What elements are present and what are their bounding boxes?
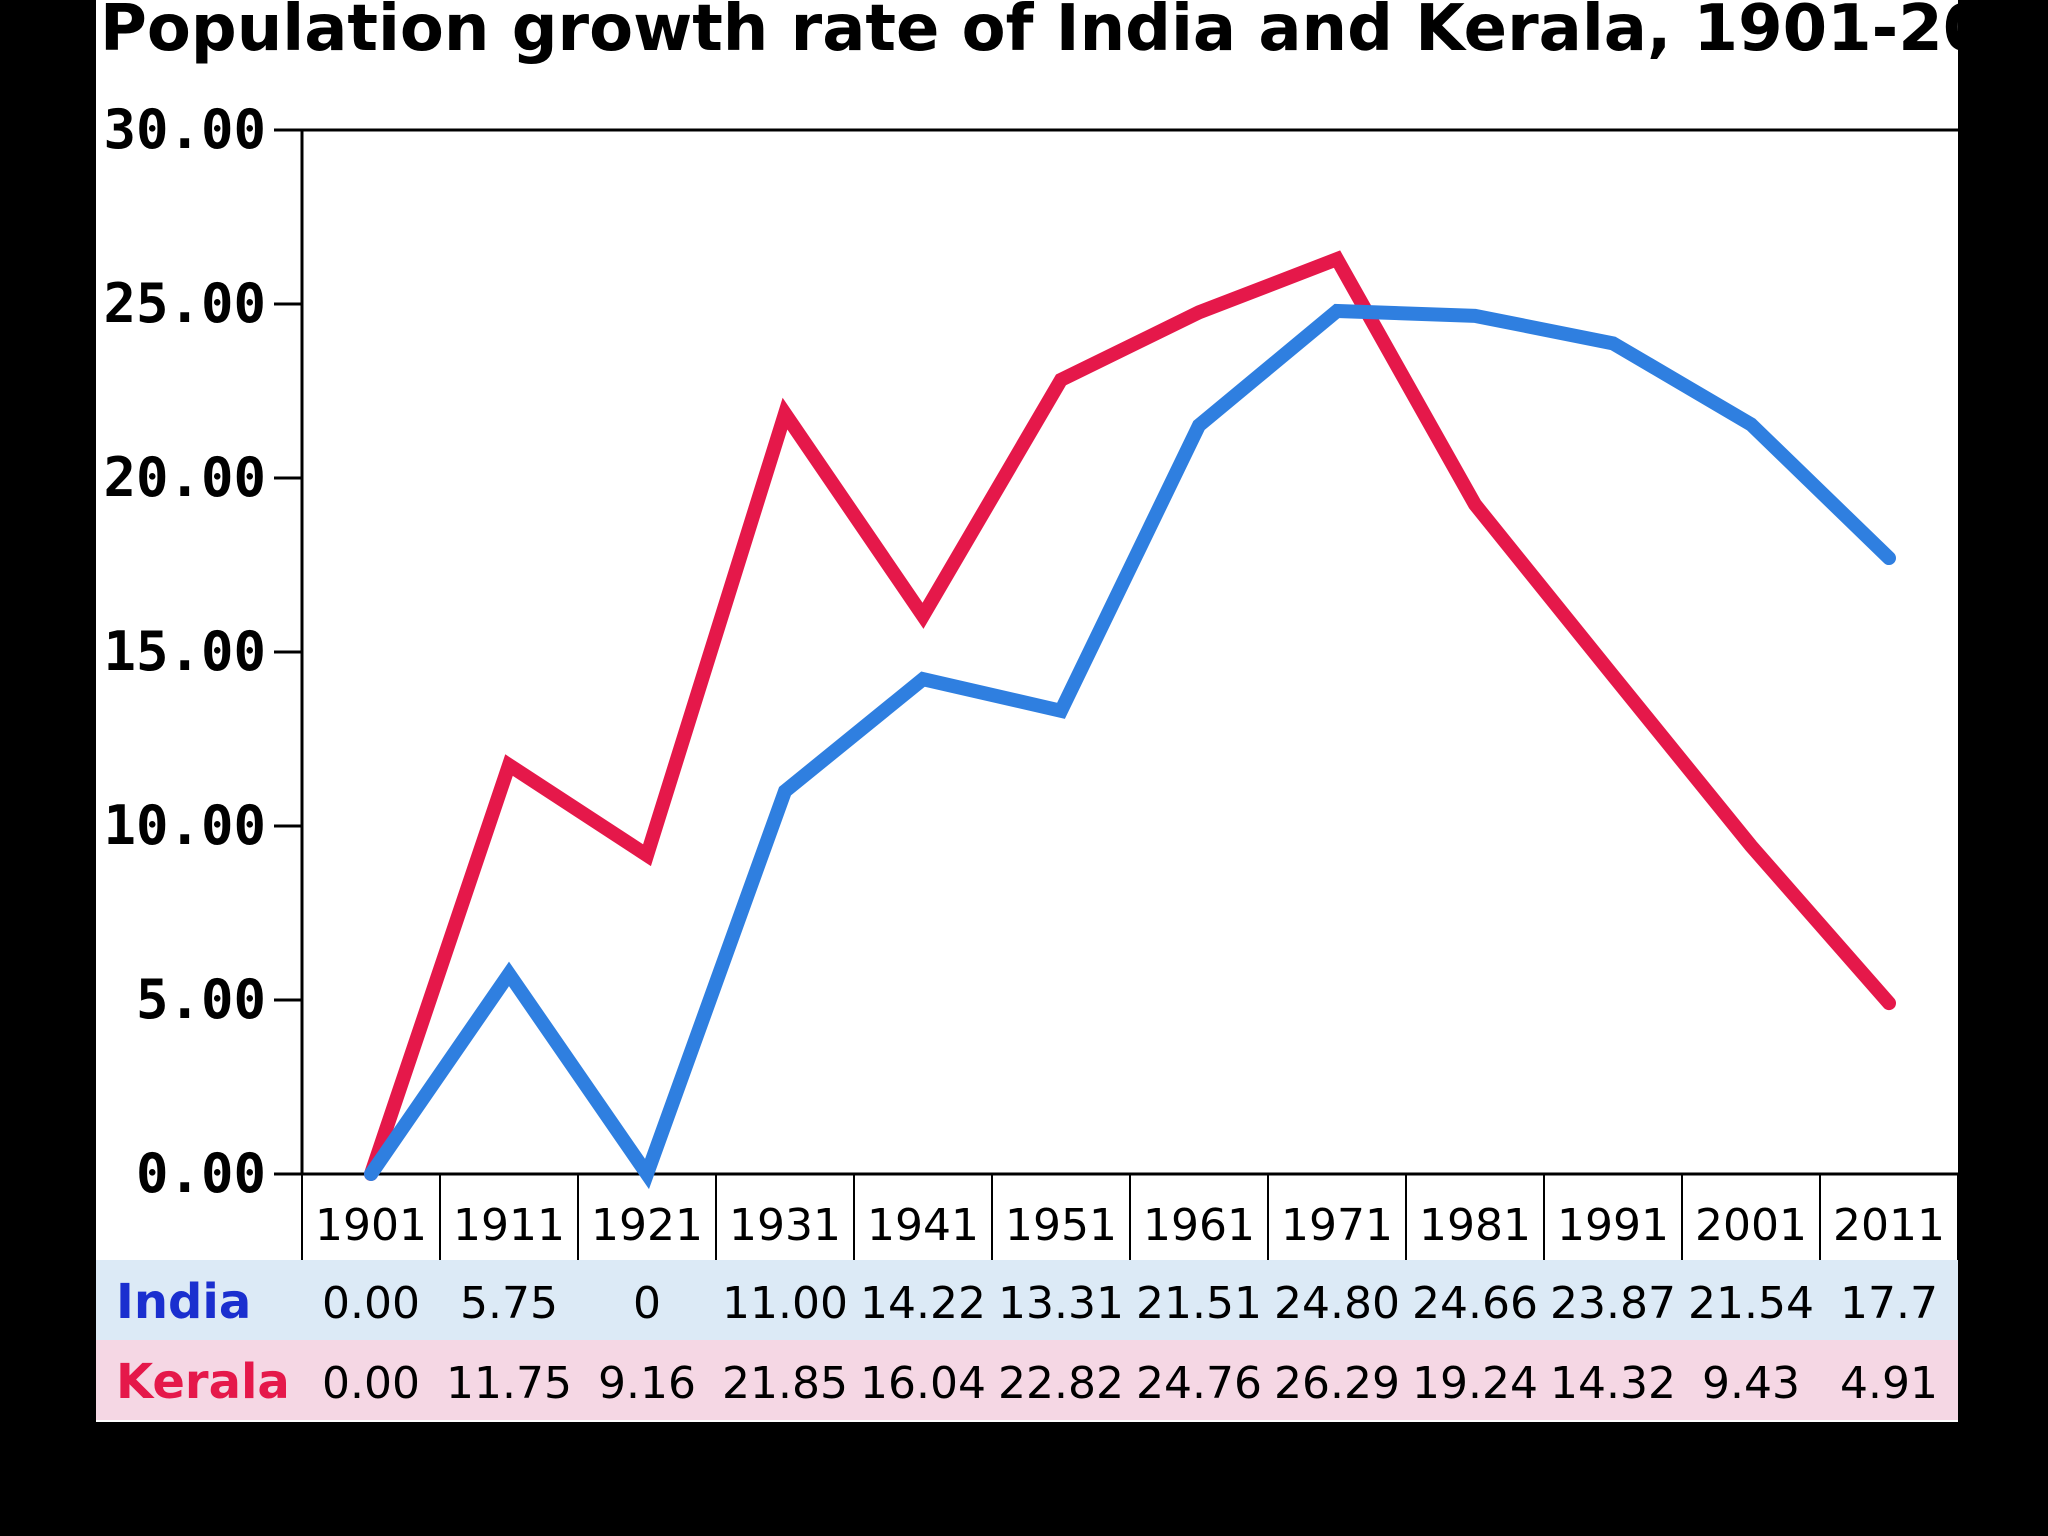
- line-chart: Population growth rate of India and Kera…: [96, 0, 1958, 1420]
- table-cell: 9.16: [598, 1358, 696, 1409]
- series-line-india: [364, 303, 1896, 1190]
- y-tick-label: 5.00: [136, 968, 266, 1031]
- table-row-bg: [96, 1260, 1958, 1340]
- table-row-label: India: [116, 1274, 251, 1330]
- x-tick-label: 1971: [1281, 1200, 1393, 1251]
- x-tick-label: 1981: [1419, 1200, 1531, 1251]
- table-cell: 21.54: [1688, 1278, 1814, 1329]
- table-cell: 5.75: [460, 1278, 558, 1329]
- x-tick-label: 2011: [1833, 1200, 1945, 1251]
- y-tick-label: 10.00: [103, 794, 266, 857]
- x-tick-label: 1951: [1005, 1200, 1117, 1251]
- x-tick-label: 1961: [1143, 1200, 1255, 1251]
- table-cell: 0.00: [322, 1278, 420, 1329]
- x-tick-label: 2001: [1695, 1200, 1807, 1251]
- table-cell: 22.82: [998, 1358, 1124, 1409]
- y-tick-label: 0.00: [136, 1142, 266, 1205]
- table-cell: 14.22: [860, 1278, 986, 1329]
- table-row-label: Kerala: [116, 1354, 290, 1410]
- series-line-kerala: [364, 250, 1896, 1181]
- y-tick-label: 15.00: [103, 620, 266, 683]
- x-tick-label: 1931: [729, 1200, 841, 1251]
- table-cell: 24.76: [1136, 1358, 1262, 1409]
- table-row-bg: [96, 1340, 1958, 1420]
- table-cell: 0: [633, 1278, 661, 1329]
- table-cell: 24.66: [1412, 1278, 1538, 1329]
- x-tick-label: 1991: [1557, 1200, 1669, 1251]
- table-cell: 26.29: [1274, 1358, 1400, 1409]
- chart-title: Population growth rate of India and Kera…: [100, 0, 1958, 66]
- y-tick-label: 30.00: [103, 98, 266, 161]
- table-cell: 4.91: [1840, 1358, 1938, 1409]
- table-cell: 19.24: [1412, 1358, 1538, 1409]
- table-cell: 9.43: [1702, 1358, 1800, 1409]
- x-tick-label: 1921: [591, 1200, 703, 1251]
- table-cell: 13.31: [998, 1278, 1124, 1329]
- chart-panel: Population growth rate of India and Kera…: [96, 0, 1958, 1422]
- table-cell: 0.00: [322, 1358, 420, 1409]
- y-tick-label: 20.00: [103, 446, 266, 509]
- x-tick-label: 1901: [315, 1200, 427, 1251]
- series-lines: [364, 250, 1896, 1190]
- data-table: India 0.00 5.75 0 11.00 14.22 13.31 21.51 24.80 2…: [96, 1260, 1958, 1420]
- table-cell: 24.80: [1274, 1278, 1400, 1329]
- x-tick-label: 1911: [453, 1200, 565, 1251]
- table-cell: 21.51: [1136, 1278, 1262, 1329]
- table-cell: 11.75: [446, 1358, 572, 1409]
- table-cell: 14.32: [1550, 1358, 1676, 1409]
- table-cell: 23.87: [1550, 1278, 1676, 1329]
- y-tick-label: 25.00: [103, 272, 266, 335]
- table-cell: 16.04: [860, 1358, 986, 1409]
- table-cell: 21.85: [722, 1358, 848, 1409]
- x-tick-label: 1941: [867, 1200, 979, 1251]
- table-cell: 11.00: [722, 1278, 848, 1329]
- axes: 0.00 5.00 10.00 15.00 20.00 25.00 30.00 1901 191…: [103, 98, 1958, 1260]
- table-cell: 17.7: [1840, 1278, 1938, 1329]
